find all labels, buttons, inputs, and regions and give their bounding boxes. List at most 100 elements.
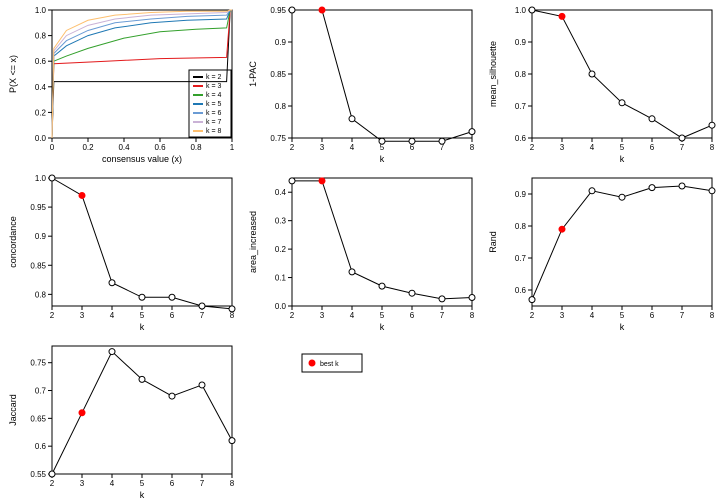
svg-text:1.0: 1.0 (35, 6, 47, 15)
svg-text:8: 8 (710, 143, 715, 152)
svg-text:6: 6 (650, 311, 655, 320)
svg-text:k: k (140, 490, 145, 500)
svg-text:mean_silhouette: mean_silhouette (488, 41, 498, 107)
metric-point (439, 138, 445, 144)
best-k-point (319, 7, 325, 13)
svg-text:0.85: 0.85 (30, 261, 46, 270)
svg-text:5: 5 (140, 479, 145, 488)
metric-1-PAC: 23456780.750.80.850.90.95k1-PAC (240, 0, 480, 168)
svg-text:6: 6 (170, 479, 175, 488)
svg-text:5: 5 (620, 311, 625, 320)
svg-text:7: 7 (200, 311, 205, 320)
metric-point (649, 116, 655, 122)
metric-point (709, 188, 715, 194)
metric-point (199, 382, 205, 388)
cdf-legend-label: k = 4 (206, 92, 221, 99)
svg-text:0.9: 0.9 (515, 190, 527, 199)
svg-text:1.0: 1.0 (515, 6, 527, 15)
svg-text:Jaccard: Jaccard (8, 394, 18, 426)
svg-text:0.4: 0.4 (118, 143, 130, 152)
svg-text:0.95: 0.95 (270, 6, 286, 15)
metric-point (679, 183, 685, 189)
metric-point (109, 280, 115, 286)
svg-text:0.3: 0.3 (275, 217, 287, 226)
metric-point (349, 269, 355, 275)
bestk-legend-marker (309, 360, 315, 366)
svg-text:6: 6 (650, 143, 655, 152)
svg-text:0.0: 0.0 (275, 302, 287, 311)
svg-text:0.8: 0.8 (275, 102, 287, 111)
empty (480, 336, 720, 504)
metric-point (469, 129, 475, 135)
cdf-legend-label: k = 2 (206, 74, 221, 81)
metric-point (529, 7, 535, 13)
chart-grid: 00.20.40.60.810.00.20.40.60.81.0consensu… (0, 0, 720, 504)
metric-point (709, 122, 715, 128)
svg-text:4: 4 (110, 479, 115, 488)
svg-text:0.9: 0.9 (35, 232, 47, 241)
svg-text:2: 2 (50, 479, 55, 488)
svg-text:0.1: 0.1 (275, 274, 287, 283)
svg-text:3: 3 (80, 479, 85, 488)
svg-text:0.6: 0.6 (515, 134, 527, 143)
svg-text:5: 5 (620, 143, 625, 152)
svg-text:1.0: 1.0 (35, 174, 47, 183)
metric-line (292, 181, 472, 299)
svg-text:0.85: 0.85 (270, 70, 286, 79)
svg-text:1: 1 (230, 143, 235, 152)
svg-text:0.55: 0.55 (30, 470, 46, 479)
svg-text:0.4: 0.4 (35, 83, 47, 92)
svg-text:1-PAC: 1-PAC (248, 61, 258, 87)
svg-text:k: k (620, 154, 625, 164)
svg-text:k: k (140, 322, 145, 332)
metric-Jaccard: 23456780.550.60.650.70.75kJaccard (0, 336, 240, 504)
metric-point (139, 294, 145, 300)
bestk-legend-label: best k (320, 361, 339, 368)
svg-text:0.6: 0.6 (154, 143, 166, 152)
svg-text:2: 2 (290, 143, 295, 152)
svg-text:0.7: 0.7 (515, 102, 527, 111)
svg-text:k: k (380, 322, 385, 332)
svg-text:2: 2 (50, 311, 55, 320)
svg-text:7: 7 (680, 143, 685, 152)
svg-text:6: 6 (170, 311, 175, 320)
metric-point (679, 135, 685, 141)
metric-point (289, 7, 295, 13)
metric-point (229, 438, 235, 444)
svg-text:7: 7 (200, 479, 205, 488)
metric-point (409, 290, 415, 296)
svg-text:0.6: 0.6 (35, 442, 47, 451)
svg-text:k: k (620, 322, 625, 332)
metric-mean_silhouette: 23456780.60.70.80.91.0kmean_silhouette (480, 0, 720, 168)
svg-text:0.8: 0.8 (190, 143, 202, 152)
metric-point (619, 100, 625, 106)
svg-text:P(X <= x): P(X <= x) (8, 55, 18, 93)
svg-text:7: 7 (440, 311, 445, 320)
best-k-point (79, 192, 85, 198)
svg-text:8: 8 (470, 311, 475, 320)
svg-text:k: k (380, 154, 385, 164)
best-k-point (559, 226, 565, 232)
svg-text:4: 4 (350, 143, 355, 152)
metric-point (409, 138, 415, 144)
svg-text:0.2: 0.2 (275, 245, 287, 254)
metric-line (52, 178, 232, 309)
metric-point (529, 297, 535, 303)
svg-text:Rand: Rand (488, 231, 498, 253)
svg-text:0.2: 0.2 (82, 143, 94, 152)
svg-text:0.9: 0.9 (515, 38, 527, 47)
metric-point (469, 294, 475, 300)
svg-text:0.6: 0.6 (35, 57, 47, 66)
svg-text:consensus value (x): consensus value (x) (102, 154, 182, 164)
svg-text:5: 5 (380, 311, 385, 320)
metric-point (49, 471, 55, 477)
metric-Rand: 23456780.60.70.80.9kRand (480, 168, 720, 336)
metric-point (379, 138, 385, 144)
svg-text:3: 3 (560, 143, 565, 152)
svg-text:4: 4 (110, 311, 115, 320)
cdf-legend-label: k = 6 (206, 110, 221, 117)
svg-text:0.7: 0.7 (515, 254, 527, 263)
metric-point (139, 376, 145, 382)
cdf-panel: 00.20.40.60.810.00.20.40.60.81.0consensu… (0, 0, 240, 168)
svg-text:2: 2 (290, 311, 295, 320)
